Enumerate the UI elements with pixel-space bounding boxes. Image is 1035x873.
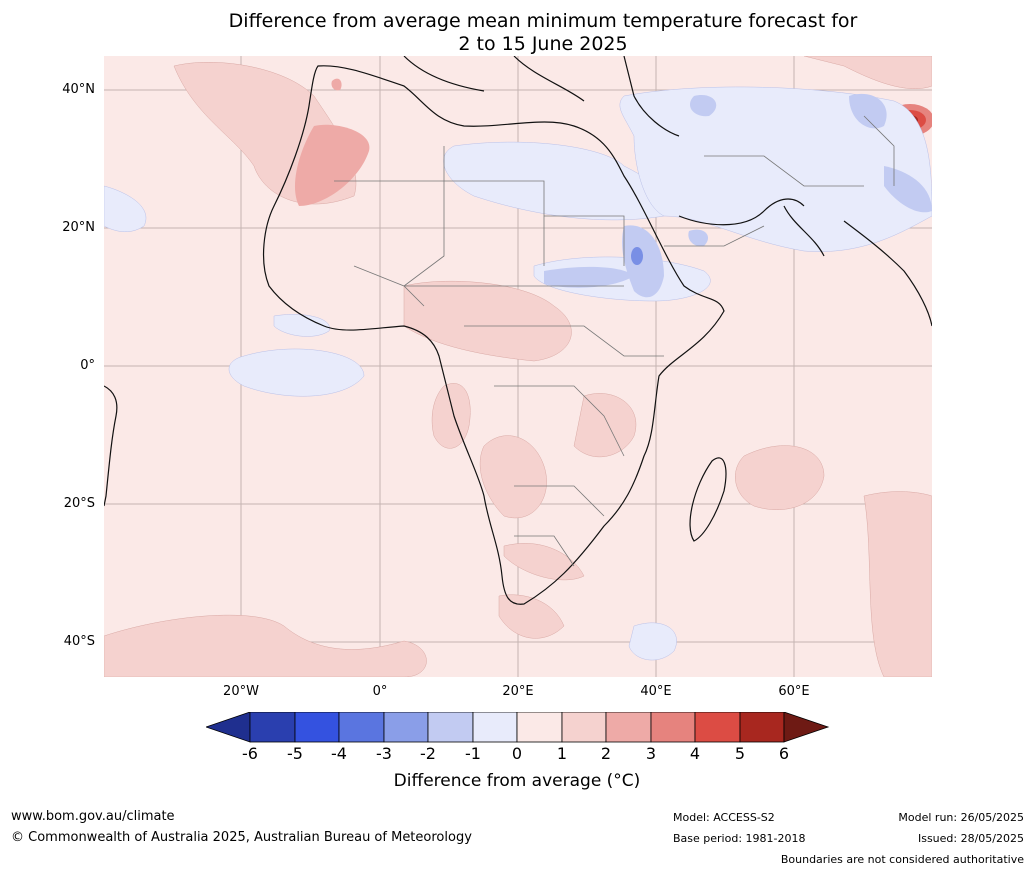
colorbar-tick: 4 [689, 744, 701, 763]
colorbar-swatch [561, 712, 607, 743]
colorbar-tick: -4 [331, 744, 347, 763]
colorbar-swatch [694, 712, 741, 743]
lon-label-0: 0° [372, 684, 388, 699]
colorbar-swatch [605, 712, 652, 743]
lat-label-20n: 20°N [62, 220, 95, 235]
base-period-text: Base period: 1981-2018 [673, 832, 806, 845]
map-title: Difference from average mean minimum tem… [0, 10, 1035, 56]
colorbar-tick: 1 [556, 744, 568, 763]
colorbar-tick: 3 [645, 744, 657, 763]
lat-label-0: 0° [80, 358, 95, 373]
cooler-regions [544, 93, 932, 298]
colorbar-swatch [427, 712, 474, 743]
colorbar-tick: 0 [511, 744, 523, 763]
lon-label-20w: 20°W [223, 684, 259, 699]
colorbar-swatch [516, 712, 563, 743]
disclaimer-text: Boundaries are not considered authoritat… [780, 853, 1024, 866]
colorbar-swatch [294, 712, 340, 743]
colorbar-swatch [338, 712, 385, 743]
colorbar-label: Difference from average (°C) [393, 771, 641, 791]
website-link[interactable]: www.bom.gov.au/climate [11, 809, 175, 824]
coldest-spot [631, 247, 643, 265]
colorbar-tick: -1 [465, 744, 481, 763]
strong-warm-regions [294, 78, 370, 206]
anomaly-map [104, 56, 932, 677]
issued-text: Issued: 28/05/2025 [917, 832, 1024, 845]
colorbar-arrow-high [783, 712, 830, 743]
title-line-2: 2 to 15 June 2025 [458, 33, 628, 55]
colorbar-tick: -3 [376, 744, 392, 763]
lat-label-40n: 40°N [62, 82, 95, 97]
model-run-text: Model run: 26/05/2025 [898, 811, 1024, 824]
colorbar-swatch [650, 712, 696, 743]
colorbar-swatch [383, 712, 429, 743]
colorbar-tick: 2 [600, 744, 612, 763]
model-text: Model: ACCESS-S2 [673, 811, 775, 824]
colorbar-tick: 6 [778, 744, 790, 763]
coastlines [104, 56, 932, 605]
colorbar-tick: 5 [734, 744, 746, 763]
lon-label-60e: 60°E [778, 684, 810, 699]
colorbar-tick: -6 [242, 744, 258, 763]
map-panel [104, 56, 932, 677]
colorbar-swatch [249, 712, 296, 743]
lon-label-20e: 20°E [502, 684, 534, 699]
lon-label-40e: 40°E [640, 684, 672, 699]
colorbar-swatch [739, 712, 785, 743]
lat-label-40s: 40°S [63, 634, 95, 649]
lat-label-20s: 20°S [63, 496, 95, 511]
colorbar [206, 712, 830, 743]
country-borders [334, 115, 895, 567]
copyright-text: © Commonwealth of Australia 2025, Austra… [11, 830, 472, 845]
colorbar-arrow-low [206, 712, 251, 743]
colorbar-tick: -2 [420, 744, 436, 763]
title-line-1: Difference from average mean minimum tem… [228, 10, 858, 32]
colorbar-tick: -5 [287, 744, 303, 763]
colorbar-swatch [472, 712, 518, 743]
